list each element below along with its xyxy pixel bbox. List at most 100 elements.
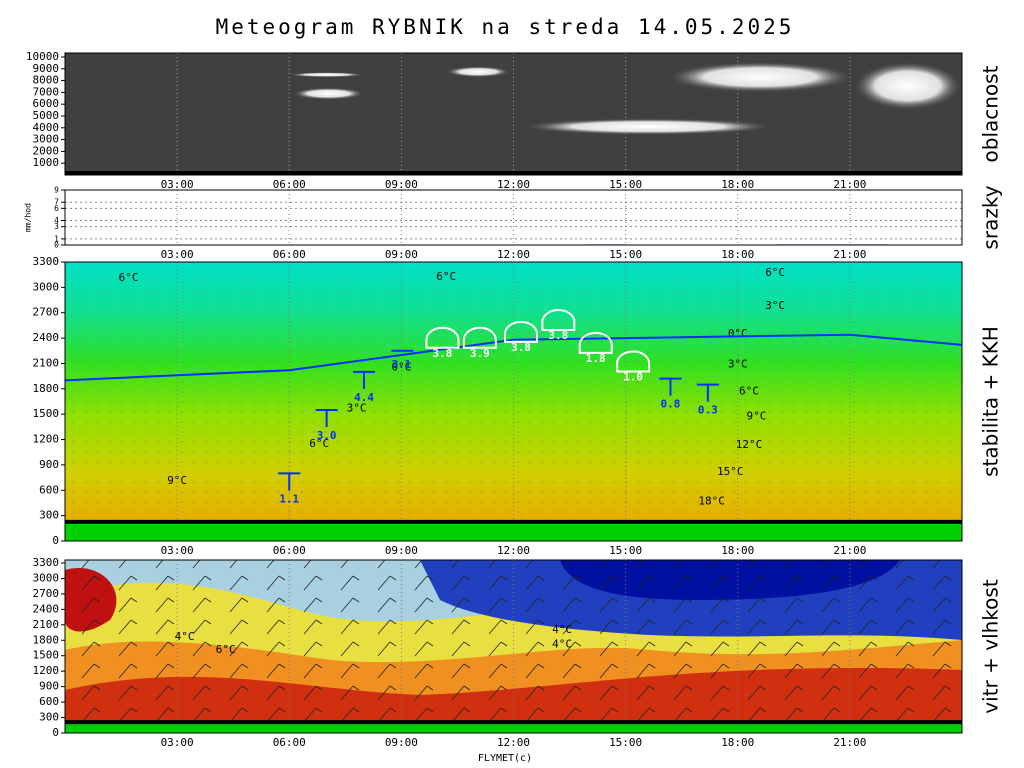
x-tick-label: 21:00 (833, 544, 866, 557)
stability-dots (65, 262, 962, 541)
x-tick-label: 09:00 (385, 544, 418, 557)
x-tick-label: 21:00 (833, 178, 866, 191)
x-tick-label: 12:00 (497, 178, 530, 191)
x-tick-label: 09:00 (385, 178, 418, 191)
y-tick-label: 2400 (33, 602, 60, 615)
x-tick-label: 03:00 (161, 178, 194, 191)
y-tick-label: 300 (39, 509, 59, 522)
isotherm-label: 6°C (119, 271, 139, 284)
terrain-line (65, 519, 962, 524)
marker-label: 3.9 (470, 347, 490, 360)
y-tick-label: 3300 (33, 255, 60, 268)
wind-barbs (65, 560, 962, 733)
page-title: Meteogram RYBNIK na streda 14.05.2025 (216, 15, 795, 39)
y-tick-label: 0 (52, 534, 59, 547)
y-tick-label: 2400 (33, 331, 60, 344)
x-tick-label: 06:00 (273, 248, 306, 261)
x-tick-label: 15:00 (609, 544, 642, 557)
cloud-base-marker (278, 472, 301, 491)
cloud-base-marker (696, 383, 719, 402)
y-tick-label: 4000 (33, 121, 60, 134)
isotherm-label: 9°C (167, 474, 187, 487)
isotherm-label: 6°C (739, 384, 759, 397)
cloud-layer (853, 61, 963, 111)
y-tick-label: 2100 (33, 618, 60, 631)
cloud-layer (289, 72, 364, 78)
terrain (65, 523, 962, 541)
y-tick-label: 3000 (33, 280, 60, 293)
isotherm-label: 0°C (391, 361, 411, 374)
y-tick-label: 900 (39, 458, 59, 471)
x-tick-label: 09:00 (385, 248, 418, 261)
y-tick-label: 10000 (26, 50, 59, 63)
isotherm-label: 4°C (175, 630, 195, 643)
isotherm-label: 6°C (765, 266, 785, 279)
y-tick-label: 1800 (33, 633, 60, 646)
y-tick-label: 900 (39, 680, 59, 693)
cloud-layer (292, 87, 364, 100)
x-tick-label: 12:00 (497, 736, 530, 749)
panel-label: oblacnost (979, 65, 1003, 162)
x-tick-label: 12:00 (497, 544, 530, 557)
y-tick-label: 2000 (33, 144, 60, 157)
y-tick-label: 3000 (33, 571, 60, 584)
y-tick-label: 1200 (33, 664, 60, 677)
plot-frame (64, 52, 963, 176)
cloud-base-marker (659, 377, 682, 396)
marker-label: 1.0 (623, 370, 643, 383)
marker-label: 3.1 (391, 358, 411, 371)
marker-label: 4.4 (354, 391, 374, 404)
cloud-layer (520, 118, 776, 135)
y-tick-label: 600 (39, 695, 59, 708)
y-tick-label: 600 (39, 483, 59, 496)
panel-label: stabilita + KKH (979, 326, 1003, 477)
isotherm-label: 3°C (728, 357, 748, 370)
cloud-base-marker (315, 408, 338, 427)
x-tick-label: 18:00 (721, 544, 754, 557)
plot-frame (64, 559, 963, 734)
y-tick-label: 3300 (33, 556, 60, 569)
isotherm-label: 4°C (552, 623, 572, 636)
y-tick-label: 1000 (33, 156, 60, 169)
cloud-layer (666, 61, 854, 93)
y-tick-label: 1 (54, 234, 59, 243)
cloud-base-marker (353, 370, 375, 389)
cloud-base-marker (462, 326, 497, 349)
isotherm-label: 4°C (552, 637, 572, 650)
y-tick-label: 7000 (33, 85, 60, 98)
cloud-base-marker (503, 320, 538, 343)
x-tick-label: 12:00 (497, 248, 530, 261)
marker-label: 0.8 (661, 398, 681, 411)
y-tick-label: 3000 (33, 133, 60, 146)
y-axis-label: mm/hod (24, 203, 33, 232)
x-tick-label: 21:00 (833, 248, 866, 261)
marker-label: 1.8 (586, 352, 606, 365)
x-axis-label: FLYMET(c) (478, 753, 532, 764)
marker-label: 0.3 (698, 404, 718, 417)
cloud-base-marker (578, 331, 613, 354)
isotherm-label: 18°C (698, 494, 725, 507)
isotherm-label: 3°C (347, 401, 367, 414)
y-tick-label: 1500 (33, 649, 60, 662)
marker-label: 3.8 (511, 341, 531, 354)
y-tick-label: 5000 (33, 109, 60, 122)
ground-bar (65, 171, 962, 175)
y-tick-label: 0 (52, 726, 59, 739)
isotherm-label: 9°C (747, 410, 767, 423)
cloud-base-marker (616, 350, 651, 373)
isotherm-label: 0°C (728, 327, 748, 340)
isotherm-label: 6°C (309, 437, 329, 450)
y-tick-label: 6 (54, 204, 59, 213)
x-tick-label: 15:00 (609, 178, 642, 191)
x-tick-label: 06:00 (273, 178, 306, 191)
y-tick-label: 1800 (33, 382, 60, 395)
y-tick-label: 7 (54, 198, 59, 207)
precip-bg (64, 189, 963, 246)
y-tick-label: 3 (54, 222, 59, 231)
plot-frame (64, 189, 963, 246)
backgrounds (64, 53, 963, 733)
x-tick-label: 09:00 (385, 736, 418, 749)
y-tick-label: 1500 (33, 407, 60, 420)
y-tick-label: 6000 (33, 97, 60, 110)
